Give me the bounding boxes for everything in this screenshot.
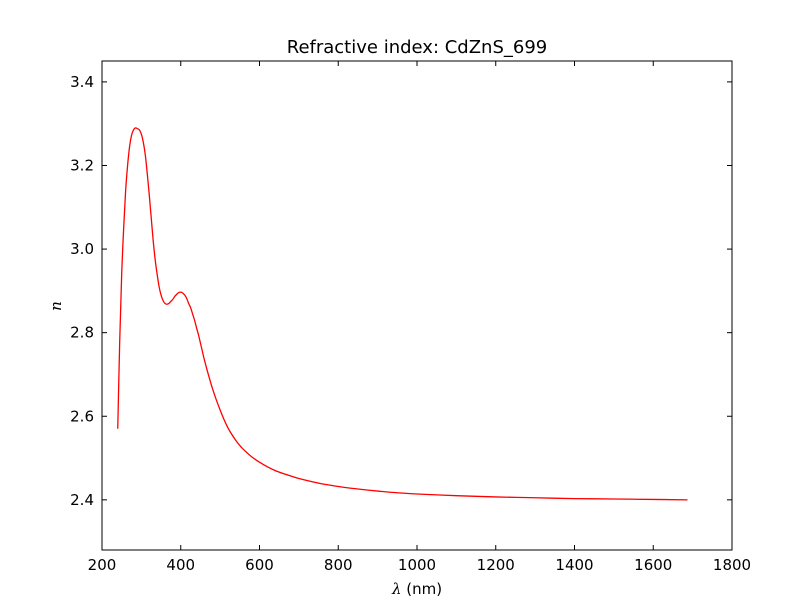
y-tick-label: 2.6 — [70, 407, 94, 425]
series-line — [117, 127, 688, 501]
y-axis-ticks: 2.4 2.6 2.8 3.0 3.2 3.4 — [70, 73, 732, 509]
x-axis-label-symbol: λ — [391, 580, 402, 598]
x-axis-ticks: 200 400 600 800 1000 1200 1400 1600 1800 — [88, 61, 751, 574]
y-axis-label: n — [47, 301, 65, 311]
x-axis-label-unit: (nm) — [401, 580, 442, 598]
x-axis-label: λ (nm) — [391, 580, 442, 598]
x-tick-label: 200 — [88, 556, 117, 574]
chart-title: Refractive index: CdZnS_699 — [287, 37, 548, 58]
y-tick-label: 2.4 — [70, 491, 94, 509]
plot-area — [117, 127, 688, 501]
x-tick-label: 600 — [245, 556, 274, 574]
y-tick-label: 3.0 — [70, 240, 94, 258]
y-tick-label: 3.4 — [70, 73, 94, 91]
x-tick-label: 800 — [324, 556, 353, 574]
y-tick-label: 2.8 — [70, 324, 94, 342]
x-tick-label: 1200 — [477, 556, 515, 574]
x-tick-label: 1000 — [398, 556, 436, 574]
x-tick-label: 1400 — [555, 556, 593, 574]
x-tick-label: 1800 — [713, 556, 751, 574]
y-tick-label: 3.2 — [70, 156, 94, 174]
x-tick-label: 400 — [166, 556, 195, 574]
axes-frame — [101, 60, 733, 551]
x-tick-label: 1600 — [634, 556, 672, 574]
